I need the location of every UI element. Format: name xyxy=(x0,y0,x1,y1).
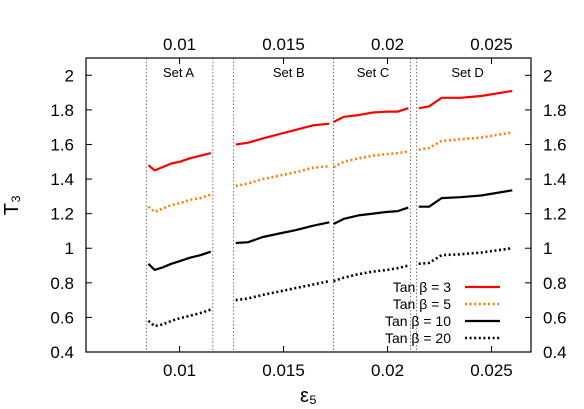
y-tick-label-right: 0.4 xyxy=(543,343,567,362)
series-line-3 xyxy=(147,246,513,328)
y-tick-label-left: 1.2 xyxy=(50,205,74,224)
x-axis-title: ε₅ xyxy=(300,385,317,407)
y-tick-label-right: 2 xyxy=(543,66,552,85)
series-segment xyxy=(235,279,330,302)
series-segment xyxy=(418,131,513,151)
y-tick-label-left: 1 xyxy=(65,239,74,258)
set-labels: Set A Set B Set C Set D xyxy=(163,65,484,80)
set-label: Set B xyxy=(273,65,305,80)
series-line-1 xyxy=(147,131,513,214)
x-tick-label-top: 0.025 xyxy=(470,35,513,54)
series-segment xyxy=(333,206,409,225)
x-tick-label-top: 0.01 xyxy=(163,35,196,54)
set-label: Set C xyxy=(357,65,390,80)
x-tick-label-top: 0.015 xyxy=(262,35,305,54)
series-segment xyxy=(418,189,513,208)
set-separators xyxy=(145,58,418,352)
x-tick-label-bottom: 0.01 xyxy=(163,361,196,380)
series-segment xyxy=(332,150,409,169)
y-tick-label-right: 1.8 xyxy=(543,101,567,120)
series-segment xyxy=(147,308,212,328)
series-line-2 xyxy=(147,189,513,271)
axis-tick-labels: 0.4 0.4 0.6 0.6 0.8 0.8 1 1 1.2 1.2 1.4 1.4 1.6 1.6 1.… xyxy=(50,35,566,380)
series-lines xyxy=(147,89,513,328)
y-tick-label-left: 1.8 xyxy=(50,101,74,120)
series-segment xyxy=(418,246,513,266)
y-tick-label-left: 0.8 xyxy=(50,274,74,293)
set-label: Set D xyxy=(451,65,484,80)
y-tick-label-left: 0.6 xyxy=(50,308,74,327)
series-segment xyxy=(147,152,212,172)
series-segment xyxy=(147,250,212,271)
legend-label: Tan β = 5 xyxy=(393,296,451,312)
series-segment xyxy=(333,107,409,123)
x-tick-label-bottom: 0.025 xyxy=(470,361,513,380)
axis-ticks xyxy=(86,58,531,353)
x-tick-label-bottom: 0.02 xyxy=(371,361,404,380)
x-tick-label-bottom: 0.015 xyxy=(262,361,305,380)
y-tick-label-right: 1.6 xyxy=(543,135,567,154)
series-line-0 xyxy=(147,89,513,172)
y-tick-label-right: 1 xyxy=(543,239,552,258)
x-tick-label-top: 0.02 xyxy=(371,35,404,54)
series-segment xyxy=(418,89,513,110)
y-tick-label-right: 0.8 xyxy=(543,274,567,293)
plot-frame xyxy=(85,57,532,353)
series-segment xyxy=(235,164,330,188)
y-axis-title: T₃ xyxy=(1,195,23,215)
set-label: Set A xyxy=(163,65,194,80)
legend-label: Tan β = 10 xyxy=(385,313,451,329)
y-tick-label-left: 1.4 xyxy=(50,170,74,189)
series-segment xyxy=(235,221,330,245)
y-tick-label-left: 2 xyxy=(65,66,74,85)
y-tick-label-right: 1.2 xyxy=(543,205,567,224)
y-tick-label-right: 1.4 xyxy=(543,170,567,189)
series-segment xyxy=(333,264,409,283)
y-tick-label-right: 0.6 xyxy=(543,308,567,327)
legend-label: Tan β = 3 xyxy=(393,279,451,295)
series-segment xyxy=(235,122,330,146)
legend-label: Tan β = 20 xyxy=(385,330,451,346)
y-tick-label-left: 0.4 xyxy=(50,343,74,362)
y-tick-label-left: 1.6 xyxy=(50,135,74,154)
series-segment xyxy=(147,193,212,214)
